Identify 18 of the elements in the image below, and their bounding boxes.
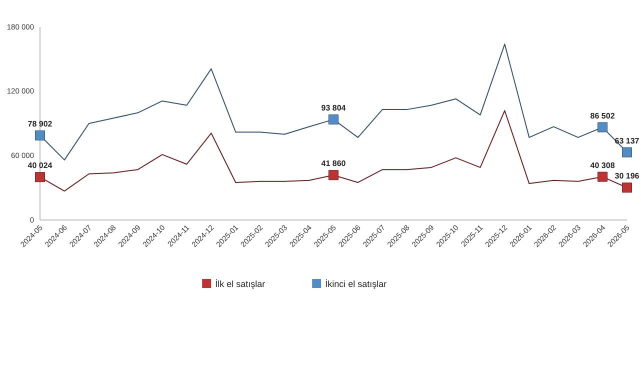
data-label: 63 137 — [614, 136, 640, 146]
data-label: 78 902 — [28, 119, 53, 128]
data-label: 86 502 — [590, 111, 616, 120]
point — [328, 170, 338, 180]
data-label: 30 196 — [614, 172, 640, 181]
point — [328, 114, 338, 124]
point — [35, 130, 45, 140]
point — [622, 147, 632, 158]
data-label: 40 024 — [28, 161, 53, 170]
data-label: 93 804 — [321, 103, 346, 112]
data-label: 40 308 — [590, 160, 616, 170]
legend-label: İkinci el satışlar — [325, 278, 387, 289]
legend-label: İlk el satışlar — [215, 278, 266, 289]
point — [35, 172, 45, 182]
point — [622, 182, 632, 193]
data-label: 41 860 — [321, 159, 346, 168]
point — [598, 122, 608, 132]
point — [598, 172, 608, 182]
